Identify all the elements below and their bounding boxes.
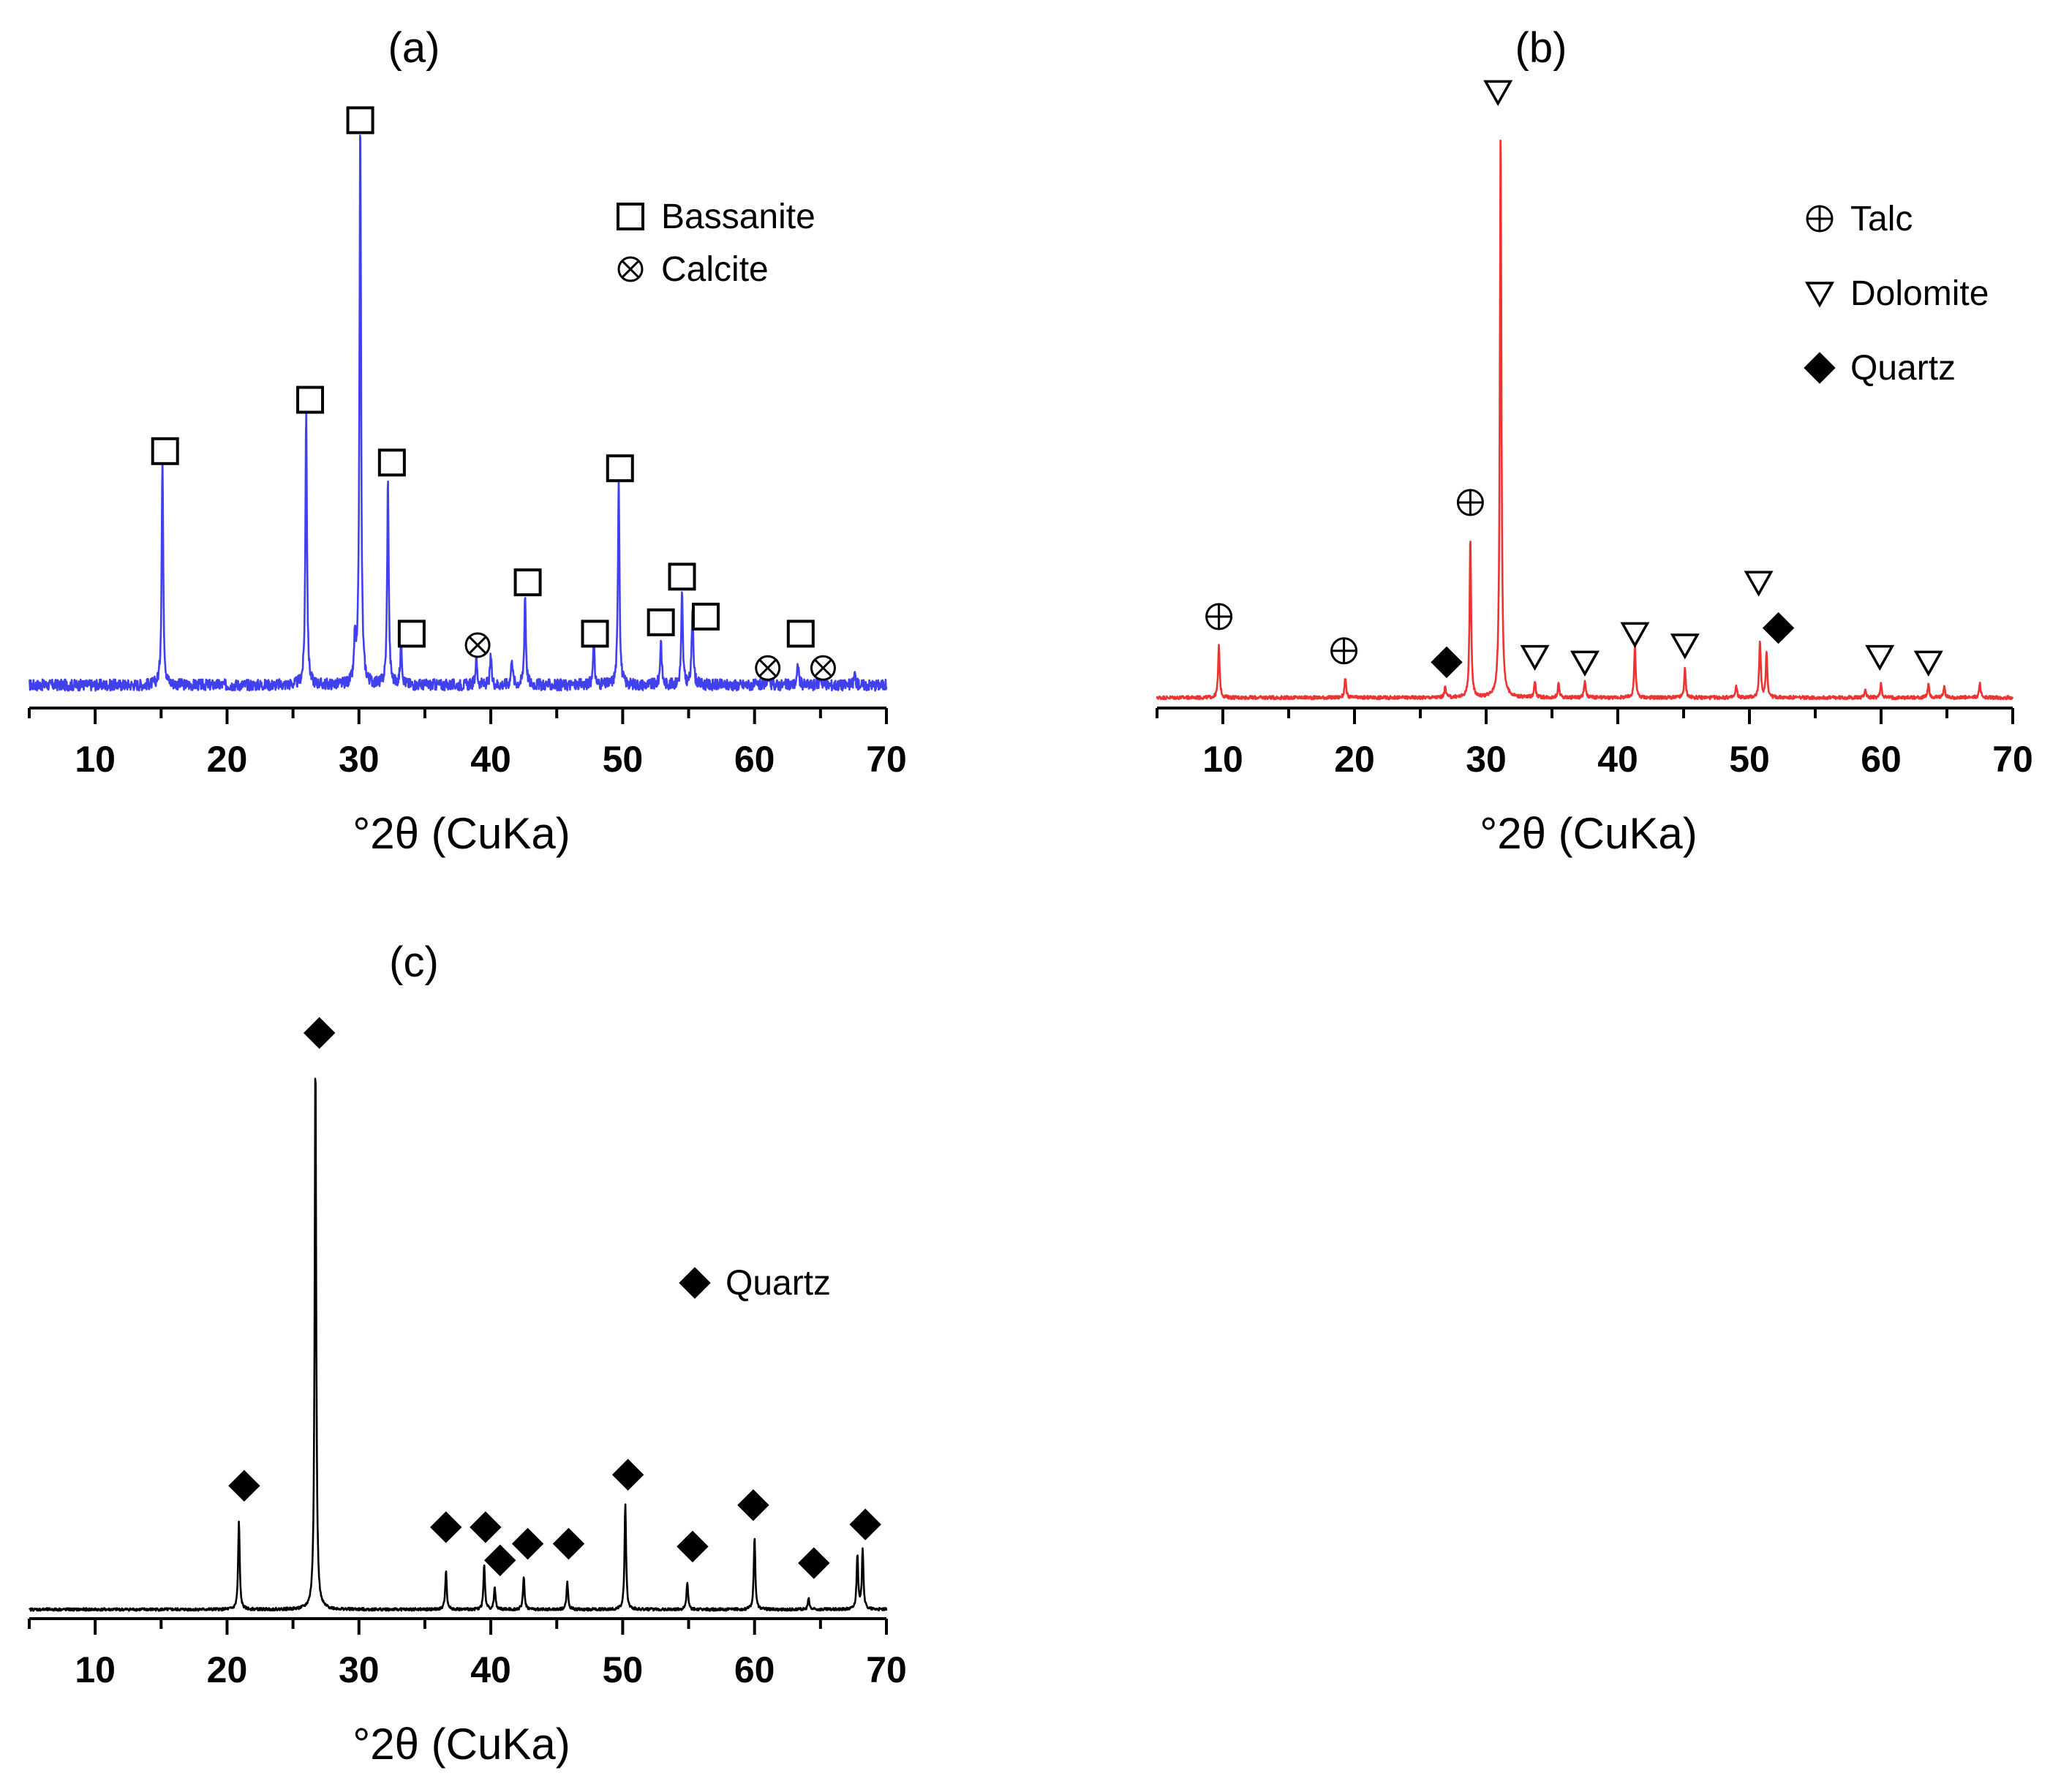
panel-a: (a) 10 20 30 40 50 60 70 °2θ (CuKa) Bassanite Calc… xyxy=(28,24,907,858)
spectrum-line xyxy=(29,1077,888,1612)
panel-b: (b) 10 20 30 40 50 60 70 °2θ (CuKa) Talc Dolomite Q… xyxy=(1156,24,2033,858)
peak-marker-open-triangle-down xyxy=(1483,80,1513,106)
spectrum-line xyxy=(29,134,888,692)
x-tick-label: 10 xyxy=(75,1649,116,1690)
legend-symbol-circle-plus xyxy=(1806,205,1834,233)
peak-marker-circle-plus xyxy=(1456,489,1484,516)
x-tick-label: 30 xyxy=(339,1649,380,1690)
peak-marker-filled-diamond xyxy=(1762,611,1795,644)
peak-marker-filled-diamond xyxy=(611,1458,644,1491)
x-tick-label: 40 xyxy=(1597,739,1638,780)
legend-symbol-open-triangle-down xyxy=(1804,282,1835,308)
x-tick-label: 60 xyxy=(1861,739,1902,780)
peak-marker-filled-diamond xyxy=(737,1489,769,1521)
x-axis-title: °2θ (CuKa) xyxy=(353,809,570,858)
x-tick-label: 40 xyxy=(470,739,511,780)
peak-marker-open-triangle-down xyxy=(1744,571,1774,597)
spectrum-line xyxy=(1156,139,2014,701)
x-tick-label: 20 xyxy=(207,1649,248,1690)
peak-marker-circle-plus xyxy=(1330,637,1358,665)
x-tick-label: 70 xyxy=(866,739,907,780)
peak-marker-open-square xyxy=(606,454,634,483)
peak-marker-open-square xyxy=(581,620,609,648)
legend-label: Talc xyxy=(1850,200,1913,238)
peak-marker-open-square xyxy=(296,385,325,414)
legend-label: Bassanite xyxy=(661,197,815,236)
x-tick-label: 50 xyxy=(1729,739,1770,780)
x-tick-label: 20 xyxy=(207,739,248,780)
x-tick-label: 40 xyxy=(470,1649,511,1690)
peak-marker-filled-diamond xyxy=(1431,646,1463,679)
peak-marker-open-square xyxy=(786,620,815,648)
peak-marker-open-triangle-down xyxy=(1865,644,1895,671)
peak-marker-open-square xyxy=(647,608,675,636)
legend-symbol-filled-diamond xyxy=(679,1267,711,1299)
x-axis-title: °2θ (CuKa) xyxy=(1480,809,1697,858)
peak-marker-circle-times xyxy=(810,655,836,681)
legend-symbol-circle-times xyxy=(617,256,644,282)
panel-label: (c) xyxy=(389,938,439,986)
peak-marker-filled-diamond xyxy=(228,1469,260,1502)
legend-symbol-open-square xyxy=(617,203,644,230)
peak-marker-circle-times-stroke-2 xyxy=(814,658,832,677)
peak-marker-circle-times-stroke-2 xyxy=(468,636,487,655)
peak-marker-filled-diamond xyxy=(303,1017,336,1049)
peak-marker-open-square xyxy=(691,603,720,630)
peak-marker-filled-diamond xyxy=(552,1527,585,1560)
peak-marker-open-square xyxy=(346,106,374,135)
x-tick-label: 20 xyxy=(1334,739,1375,780)
peak-marker-filled-diamond xyxy=(849,1508,881,1540)
peak-marker-open-square xyxy=(513,568,542,597)
x-tick-label: 60 xyxy=(734,1649,775,1690)
peak-marker-filled-diamond xyxy=(483,1544,516,1576)
x-axis-title: °2θ (CuKa) xyxy=(353,1720,570,1769)
peak-marker-filled-diamond xyxy=(470,1511,502,1543)
peak-marker-open-triangle-down xyxy=(1520,644,1550,671)
peak-marker-circle-plus xyxy=(1205,603,1233,630)
peak-marker-filled-diamond xyxy=(511,1527,544,1560)
peak-marker-circle-times xyxy=(755,655,781,681)
legend-label: Calcite xyxy=(661,250,769,289)
x-tick-label: 10 xyxy=(75,739,116,780)
peak-marker-open-triangle-down xyxy=(1570,650,1600,677)
peak-marker-filled-diamond xyxy=(677,1530,709,1563)
x-tick-label: 50 xyxy=(603,1649,644,1690)
peak-marker-circle-times xyxy=(464,632,491,658)
x-tick-label: 70 xyxy=(866,1649,907,1690)
peak-marker-filled-diamond xyxy=(798,1547,830,1579)
x-tick-label: 70 xyxy=(1992,739,2033,780)
legend-symbol-filled-diamond xyxy=(1804,352,1836,384)
peak-marker-open-square xyxy=(151,437,179,465)
peak-marker-open-square xyxy=(668,562,696,591)
panel-label: (b) xyxy=(1515,24,1567,72)
legend-symbol-circle-times-stroke-2 xyxy=(621,260,640,279)
peak-marker-filled-diamond xyxy=(430,1511,462,1543)
x-tick-label: 30 xyxy=(339,739,380,780)
peak-marker-open-triangle-down xyxy=(1913,650,1943,677)
x-tick-label: 60 xyxy=(734,739,775,780)
legend-label: Quartz xyxy=(1850,349,1956,388)
x-tick-label: 10 xyxy=(1202,739,1243,780)
panel-label: (a) xyxy=(388,24,440,72)
peak-marker-open-square xyxy=(397,620,426,648)
peak-marker-open-square xyxy=(377,448,406,477)
x-tick-label: 30 xyxy=(1466,739,1507,780)
legend-label: Dolomite xyxy=(1850,274,1989,313)
x-tick-label: 50 xyxy=(603,739,644,780)
legend-label: Quartz xyxy=(726,1264,831,1303)
peak-marker-open-triangle-down xyxy=(1670,633,1700,660)
peak-marker-open-triangle-down xyxy=(1620,622,1650,648)
panel-c: (c) 10 20 30 40 50 60 70 °2θ (CuKa) Quartz xyxy=(28,938,907,1769)
peak-marker-circle-times-stroke-2 xyxy=(758,658,777,677)
